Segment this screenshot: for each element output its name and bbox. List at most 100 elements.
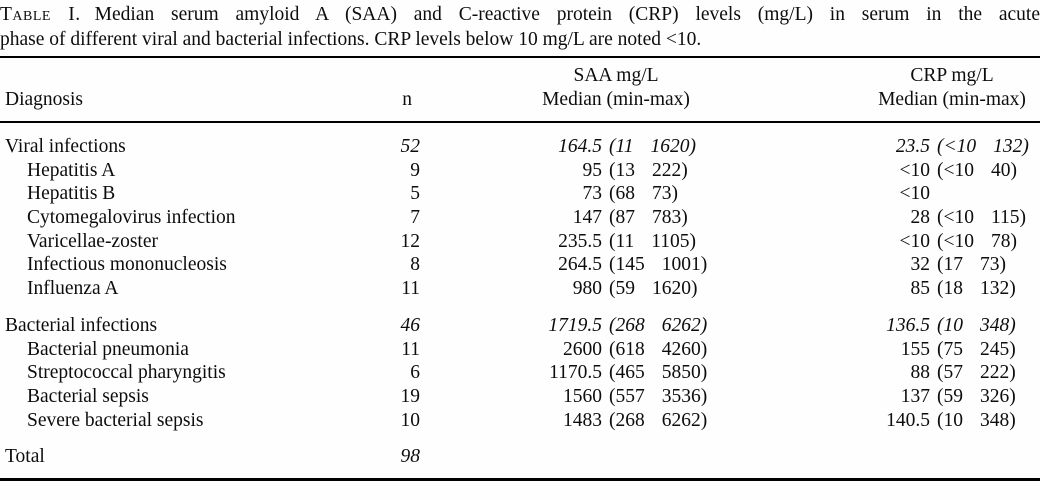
diagnosis-cell: Bacterial infections xyxy=(5,314,158,336)
crp-cell: 88 (57 222) xyxy=(715,361,1040,385)
header-n: n xyxy=(402,89,412,110)
table-row: Infectious mononucleosis 8 264.5 (145 1001) 3… xyxy=(0,253,1040,277)
saa-cell: 1719.5 (268 6262) xyxy=(420,314,715,338)
crp-cell-median: 155 xyxy=(900,338,930,360)
diagnosis-cell: Hepatitis B xyxy=(27,183,116,205)
table-body: Viral infections 52 164.5 (11 1620) 23.5 (<10 1… xyxy=(0,123,1040,469)
table-row: Viral infections 52 164.5 (11 1620) 23.5 (<10 1… xyxy=(0,135,1040,159)
header-saa-stat: Median (min-max) xyxy=(542,89,690,110)
crp-cell-range: (17 73) xyxy=(937,254,1006,276)
crp-cell-median: <10 xyxy=(899,183,931,205)
table-row: Influenza A 11 980 (59 1620) 85 (18 132) xyxy=(0,277,1040,301)
diagnosis-cell: Bacterial pneumonia xyxy=(27,338,189,360)
saa-cell-range: (618 4260) xyxy=(609,338,708,360)
crp-cell: 23.5 (<10 132) xyxy=(715,135,1040,159)
crp-cell-range: (57 222) xyxy=(937,362,1016,384)
saa-cell-median: 2600 xyxy=(563,338,602,360)
saa-cell-range: (11 1620) xyxy=(609,136,697,157)
saa-cell: 980 (59 1620) xyxy=(420,277,715,301)
n-cell: 8 xyxy=(410,254,420,276)
crp-cell-median: <10 xyxy=(899,230,931,252)
saa-cell-median: 147 xyxy=(572,207,602,229)
crp-cell-range: (75 245) xyxy=(937,338,1016,360)
saa-cell-median: 73 xyxy=(582,183,603,205)
n-cell: 19 xyxy=(400,385,421,407)
diagnosis-cell: Cytomegalovirus infection xyxy=(27,207,236,229)
table-row: Streptococcal pharyngitis 6 1170.5 (465 5850… xyxy=(0,361,1040,385)
crp-cell-range: (10 348) xyxy=(937,314,1016,336)
table-row: Total 98 xyxy=(0,445,1040,469)
crp-cell-median: 23.5 xyxy=(895,136,930,157)
table-row: Bacterial sepsis 19 1560 (557 3536) 137 (59 326… xyxy=(0,385,1040,409)
saa-cell-range: (465 5850) xyxy=(609,362,708,384)
saa-cell: 264.5 (145 1001) xyxy=(420,253,715,277)
header-diagnosis: Diagnosis xyxy=(5,89,83,110)
table-row: Varicellae-zoster 12 235.5 (11 1105) <10 (<10 7… xyxy=(0,230,1040,254)
saa-cell-range: (268 6262) xyxy=(609,314,708,336)
crp-cell-range: (59 326) xyxy=(937,385,1016,407)
crp-cell: 28 (<10 115) xyxy=(715,206,1040,230)
table-caption: Table I. Median serum amyloid A (SAA) and… xyxy=(0,0,1040,52)
n-cell: 5 xyxy=(410,183,420,205)
saa-cell-median: 1170.5 xyxy=(549,362,602,384)
crp-cell-median: 28 xyxy=(910,207,931,229)
diagnosis-cell: Streptococcal pharyngitis xyxy=(27,362,226,384)
diagnosis-cell: Hepatitis A xyxy=(27,159,116,181)
saa-cell-median: 164.5 xyxy=(558,136,602,157)
n-cell: 10 xyxy=(400,409,421,431)
crp-cell-range: (18 132) xyxy=(937,278,1016,300)
saa-cell-range: (59 1620) xyxy=(609,278,698,300)
saa-cell-range: (68 73) xyxy=(609,183,678,205)
n-cell: 7 xyxy=(410,207,420,229)
caption-line-1: Table I. Median serum amyloid A (SAA) and… xyxy=(0,2,1040,27)
crp-cell-range: (<10 115) xyxy=(937,207,1027,229)
crp-cell-median: <10 xyxy=(899,159,931,181)
crp-cell-range: (<10 78) xyxy=(937,230,1017,252)
crp-cell-median: 137 xyxy=(900,385,930,407)
diagnosis-cell: Infectious mononucleosis xyxy=(27,254,227,276)
n-cell: 46 xyxy=(400,314,421,336)
header-saa-stack: SAA mg/L Median (min-max) xyxy=(517,64,715,112)
diagnosis-cell: Varicellae-zoster xyxy=(27,230,158,252)
saa-cell-median: 95 xyxy=(582,159,603,181)
saa-cell: 164.5 (11 1620) xyxy=(420,135,715,159)
crp-cell: 140.5 (10 348) xyxy=(715,409,1040,433)
table-number-label: Table I. xyxy=(0,4,81,25)
header-saa-unit: SAA mg/L xyxy=(573,65,659,86)
table-row: Hepatitis B 5 73 (68 73) <10 xyxy=(0,182,1040,206)
n-cell: 9 xyxy=(410,159,420,181)
diagnosis-cell: Viral infections xyxy=(5,136,126,157)
diagnosis-cell: Influenza A xyxy=(27,278,119,300)
caption-text-line1: Median serum amyloid A (SAA) and C-react… xyxy=(94,4,1040,25)
caption-line-2: phase of different viral and bacterial i… xyxy=(0,29,702,50)
crp-cell: 85 (18 132) xyxy=(715,277,1040,301)
header-crp-stack: CRP mg/L Median (min-max) xyxy=(872,64,1032,112)
n-cell: 12 xyxy=(400,230,421,252)
n-cell: 11 xyxy=(401,338,420,360)
saa-cell: 147 (87 783) xyxy=(420,206,715,230)
saa-cell-range: (268 6262) xyxy=(609,409,708,431)
saa-cell-median: 264.5 xyxy=(558,254,602,276)
crp-cell: <10 (<10 78) xyxy=(715,230,1040,254)
crp-cell: 155 (75 245) xyxy=(715,338,1040,362)
header-crp-stat: Median (min-max) xyxy=(878,89,1026,110)
saa-cell-range: (11 1105) xyxy=(609,230,697,252)
saa-cell: 1170.5 (465 5850) xyxy=(420,361,715,385)
crp-cell-range: (10 348) xyxy=(937,409,1016,431)
top-rule xyxy=(0,56,1040,58)
crp-cell-median: 136.5 xyxy=(886,314,930,336)
n-cell: 11 xyxy=(401,278,420,300)
table-row: Hepatitis A 9 95 (13 222) <10 (<10 40) xyxy=(0,159,1040,183)
crp-cell: 32 (17 73) xyxy=(715,253,1040,277)
saa-cell-range: (557 3536) xyxy=(609,385,708,407)
saa-cell: 235.5 (11 1105) xyxy=(420,230,715,254)
crp-cell: <10 xyxy=(715,182,1040,206)
crp-cell-median: 85 xyxy=(910,278,931,300)
crp-cell-range: (<10 40) xyxy=(937,159,1017,181)
header-crp: CRP mg/L Median (min-max) xyxy=(715,64,1040,112)
table-header-row: Diagnosis n SAA mg/L Median (min-max) CR… xyxy=(0,64,1040,121)
saa-cell-median: 235.5 xyxy=(558,230,602,252)
saa-cell: 1560 (557 3536) xyxy=(420,385,715,409)
bottom-rule xyxy=(0,477,1040,481)
crp-cell: 136.5 (10 348) xyxy=(715,314,1040,338)
